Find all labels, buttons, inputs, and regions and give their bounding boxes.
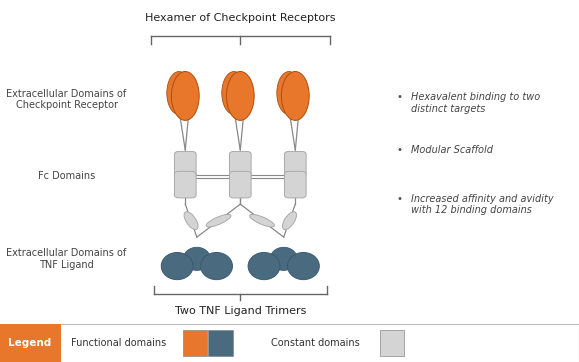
- FancyBboxPatch shape: [174, 151, 196, 178]
- FancyBboxPatch shape: [0, 324, 579, 362]
- Text: Fc Domains: Fc Domains: [38, 171, 95, 181]
- Ellipse shape: [277, 72, 301, 114]
- Text: Constant domains: Constant domains: [271, 338, 360, 348]
- Ellipse shape: [184, 212, 198, 230]
- Ellipse shape: [200, 253, 232, 279]
- Text: Increased affinity and avidity
with 12 binding domains: Increased affinity and avidity with 12 b…: [411, 194, 554, 215]
- FancyBboxPatch shape: [284, 171, 306, 198]
- FancyBboxPatch shape: [284, 151, 306, 178]
- FancyBboxPatch shape: [229, 151, 251, 178]
- Text: •: •: [397, 194, 402, 204]
- Text: Extracellular Domains of
Checkpoint Receptor: Extracellular Domains of Checkpoint Rece…: [6, 89, 127, 110]
- FancyBboxPatch shape: [174, 171, 196, 198]
- Ellipse shape: [270, 247, 297, 270]
- Ellipse shape: [161, 253, 193, 279]
- FancyBboxPatch shape: [380, 331, 404, 355]
- Ellipse shape: [222, 72, 246, 114]
- Ellipse shape: [226, 72, 254, 120]
- Ellipse shape: [206, 214, 231, 227]
- Text: Two TNF Ligand Trimers: Two TNF Ligand Trimers: [175, 306, 306, 316]
- Text: •: •: [397, 92, 402, 102]
- Ellipse shape: [171, 72, 199, 120]
- Text: Extracellular Domains of
TNF Ligand: Extracellular Domains of TNF Ligand: [6, 248, 127, 270]
- Ellipse shape: [287, 253, 320, 279]
- FancyBboxPatch shape: [0, 324, 61, 362]
- FancyBboxPatch shape: [229, 171, 251, 198]
- Ellipse shape: [250, 214, 274, 227]
- Text: Legend: Legend: [9, 338, 52, 348]
- FancyBboxPatch shape: [208, 331, 233, 355]
- Text: Modular Scaffold: Modular Scaffold: [411, 145, 493, 155]
- Ellipse shape: [248, 253, 280, 279]
- Ellipse shape: [167, 72, 191, 114]
- Ellipse shape: [281, 72, 309, 120]
- Text: Hexamer of Checkpoint Receptors: Hexamer of Checkpoint Receptors: [145, 13, 336, 23]
- FancyBboxPatch shape: [183, 331, 207, 355]
- Ellipse shape: [184, 247, 210, 270]
- Ellipse shape: [283, 212, 296, 230]
- Text: •: •: [397, 145, 402, 155]
- Text: Functional domains: Functional domains: [71, 338, 166, 348]
- Text: Hexavalent binding to two
distinct targets: Hexavalent binding to two distinct targe…: [411, 92, 540, 114]
